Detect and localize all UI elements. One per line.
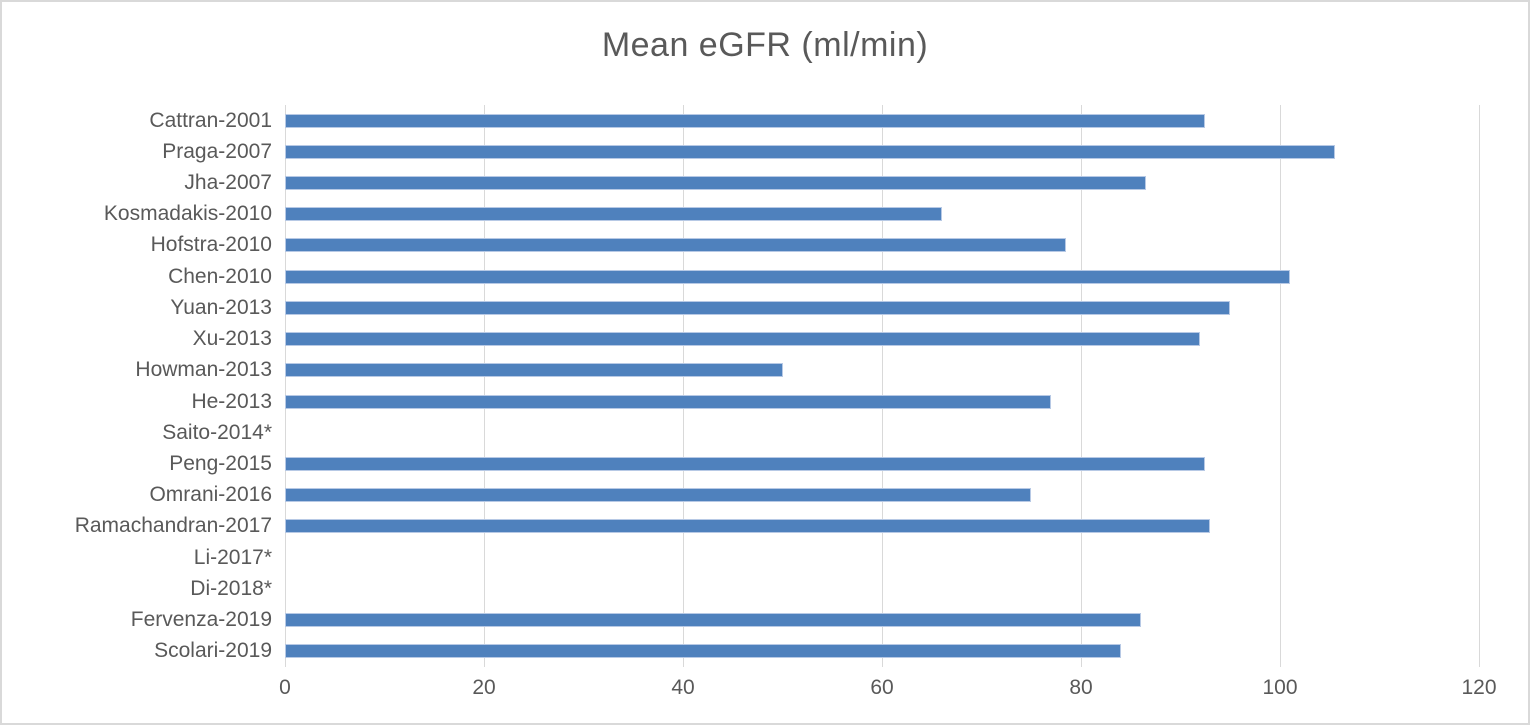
bar xyxy=(285,144,1335,159)
bar-row xyxy=(285,386,1479,417)
category-label: Yuan-2013 xyxy=(170,295,272,319)
category-label: Chen-2010 xyxy=(168,264,272,288)
bar-row xyxy=(285,511,1479,542)
bar xyxy=(285,269,1290,284)
category-label: Cattran-2001 xyxy=(149,108,272,132)
bar xyxy=(285,332,1201,347)
plot-area xyxy=(285,105,1479,667)
bar-row xyxy=(285,448,1479,479)
gridline xyxy=(1080,105,1082,667)
bar xyxy=(285,113,1206,128)
category-label: Fervenza-2019 xyxy=(130,608,272,632)
gridline xyxy=(1279,105,1281,667)
gridline xyxy=(682,105,684,667)
bar xyxy=(285,238,1067,253)
bar-row xyxy=(285,199,1479,230)
bar-row xyxy=(285,324,1479,355)
bar xyxy=(285,394,1052,409)
value-axis: 0 20 40 60 80 100 120 xyxy=(279,676,1496,704)
bar-row xyxy=(285,261,1479,292)
category-label: Praga-2007 xyxy=(162,139,272,163)
category-label: Scolari-2019 xyxy=(154,639,272,663)
bar-row xyxy=(285,167,1479,198)
bar-row xyxy=(285,136,1479,167)
category-label: Jha-2007 xyxy=(184,171,272,195)
gridline xyxy=(881,105,883,667)
bar-row xyxy=(285,480,1479,511)
category-label: Saito-2014* xyxy=(162,420,272,444)
category-label: Howman-2013 xyxy=(135,358,272,382)
bar xyxy=(285,176,1146,191)
bar-row xyxy=(285,542,1479,573)
gridlines xyxy=(284,105,1480,667)
bar xyxy=(285,363,783,378)
category-label: He-2013 xyxy=(191,389,272,413)
x-tick-label: 60 xyxy=(870,676,894,699)
bar xyxy=(285,613,1141,628)
category-label: Li-2017* xyxy=(193,545,272,569)
category-label: Omrani-2016 xyxy=(149,483,272,507)
bar-row xyxy=(285,417,1479,448)
category-label: Kosmadakis-2010 xyxy=(103,202,272,226)
bar xyxy=(285,300,1231,315)
x-tick-label: 40 xyxy=(671,676,695,699)
x-tick-label: 80 xyxy=(1069,676,1093,699)
bar-row xyxy=(285,292,1479,323)
category-axis: Cattran-2001 Praga-2007 Jha-2007 Kosmadakis… xyxy=(2,105,272,667)
gridline xyxy=(483,105,485,667)
bar xyxy=(285,457,1206,472)
category-label: Peng-2015 xyxy=(169,452,272,476)
gridline xyxy=(284,105,286,667)
category-label: Ramachandran-2017 xyxy=(74,514,272,538)
category-label: Xu-2013 xyxy=(192,327,272,351)
category-label: Hofstra-2010 xyxy=(150,233,272,257)
bar-row xyxy=(285,230,1479,261)
bar-row xyxy=(285,636,1479,667)
x-tick-label: 0 xyxy=(279,676,291,699)
category-label: Di-2018* xyxy=(190,576,272,600)
bar xyxy=(285,207,942,222)
bar-row xyxy=(285,355,1479,386)
chart-title: Mean eGFR (ml/min) xyxy=(601,26,929,64)
bar xyxy=(285,519,1211,534)
bar xyxy=(285,488,1032,503)
bar-row xyxy=(285,105,1479,136)
bar-row xyxy=(285,573,1479,604)
x-tick-label: 120 xyxy=(1461,676,1497,699)
gridline xyxy=(1478,105,1480,667)
x-tick-label: 20 xyxy=(472,676,496,699)
bar xyxy=(285,644,1121,659)
x-tick-label: 100 xyxy=(1262,676,1298,699)
bar-row xyxy=(285,605,1479,636)
